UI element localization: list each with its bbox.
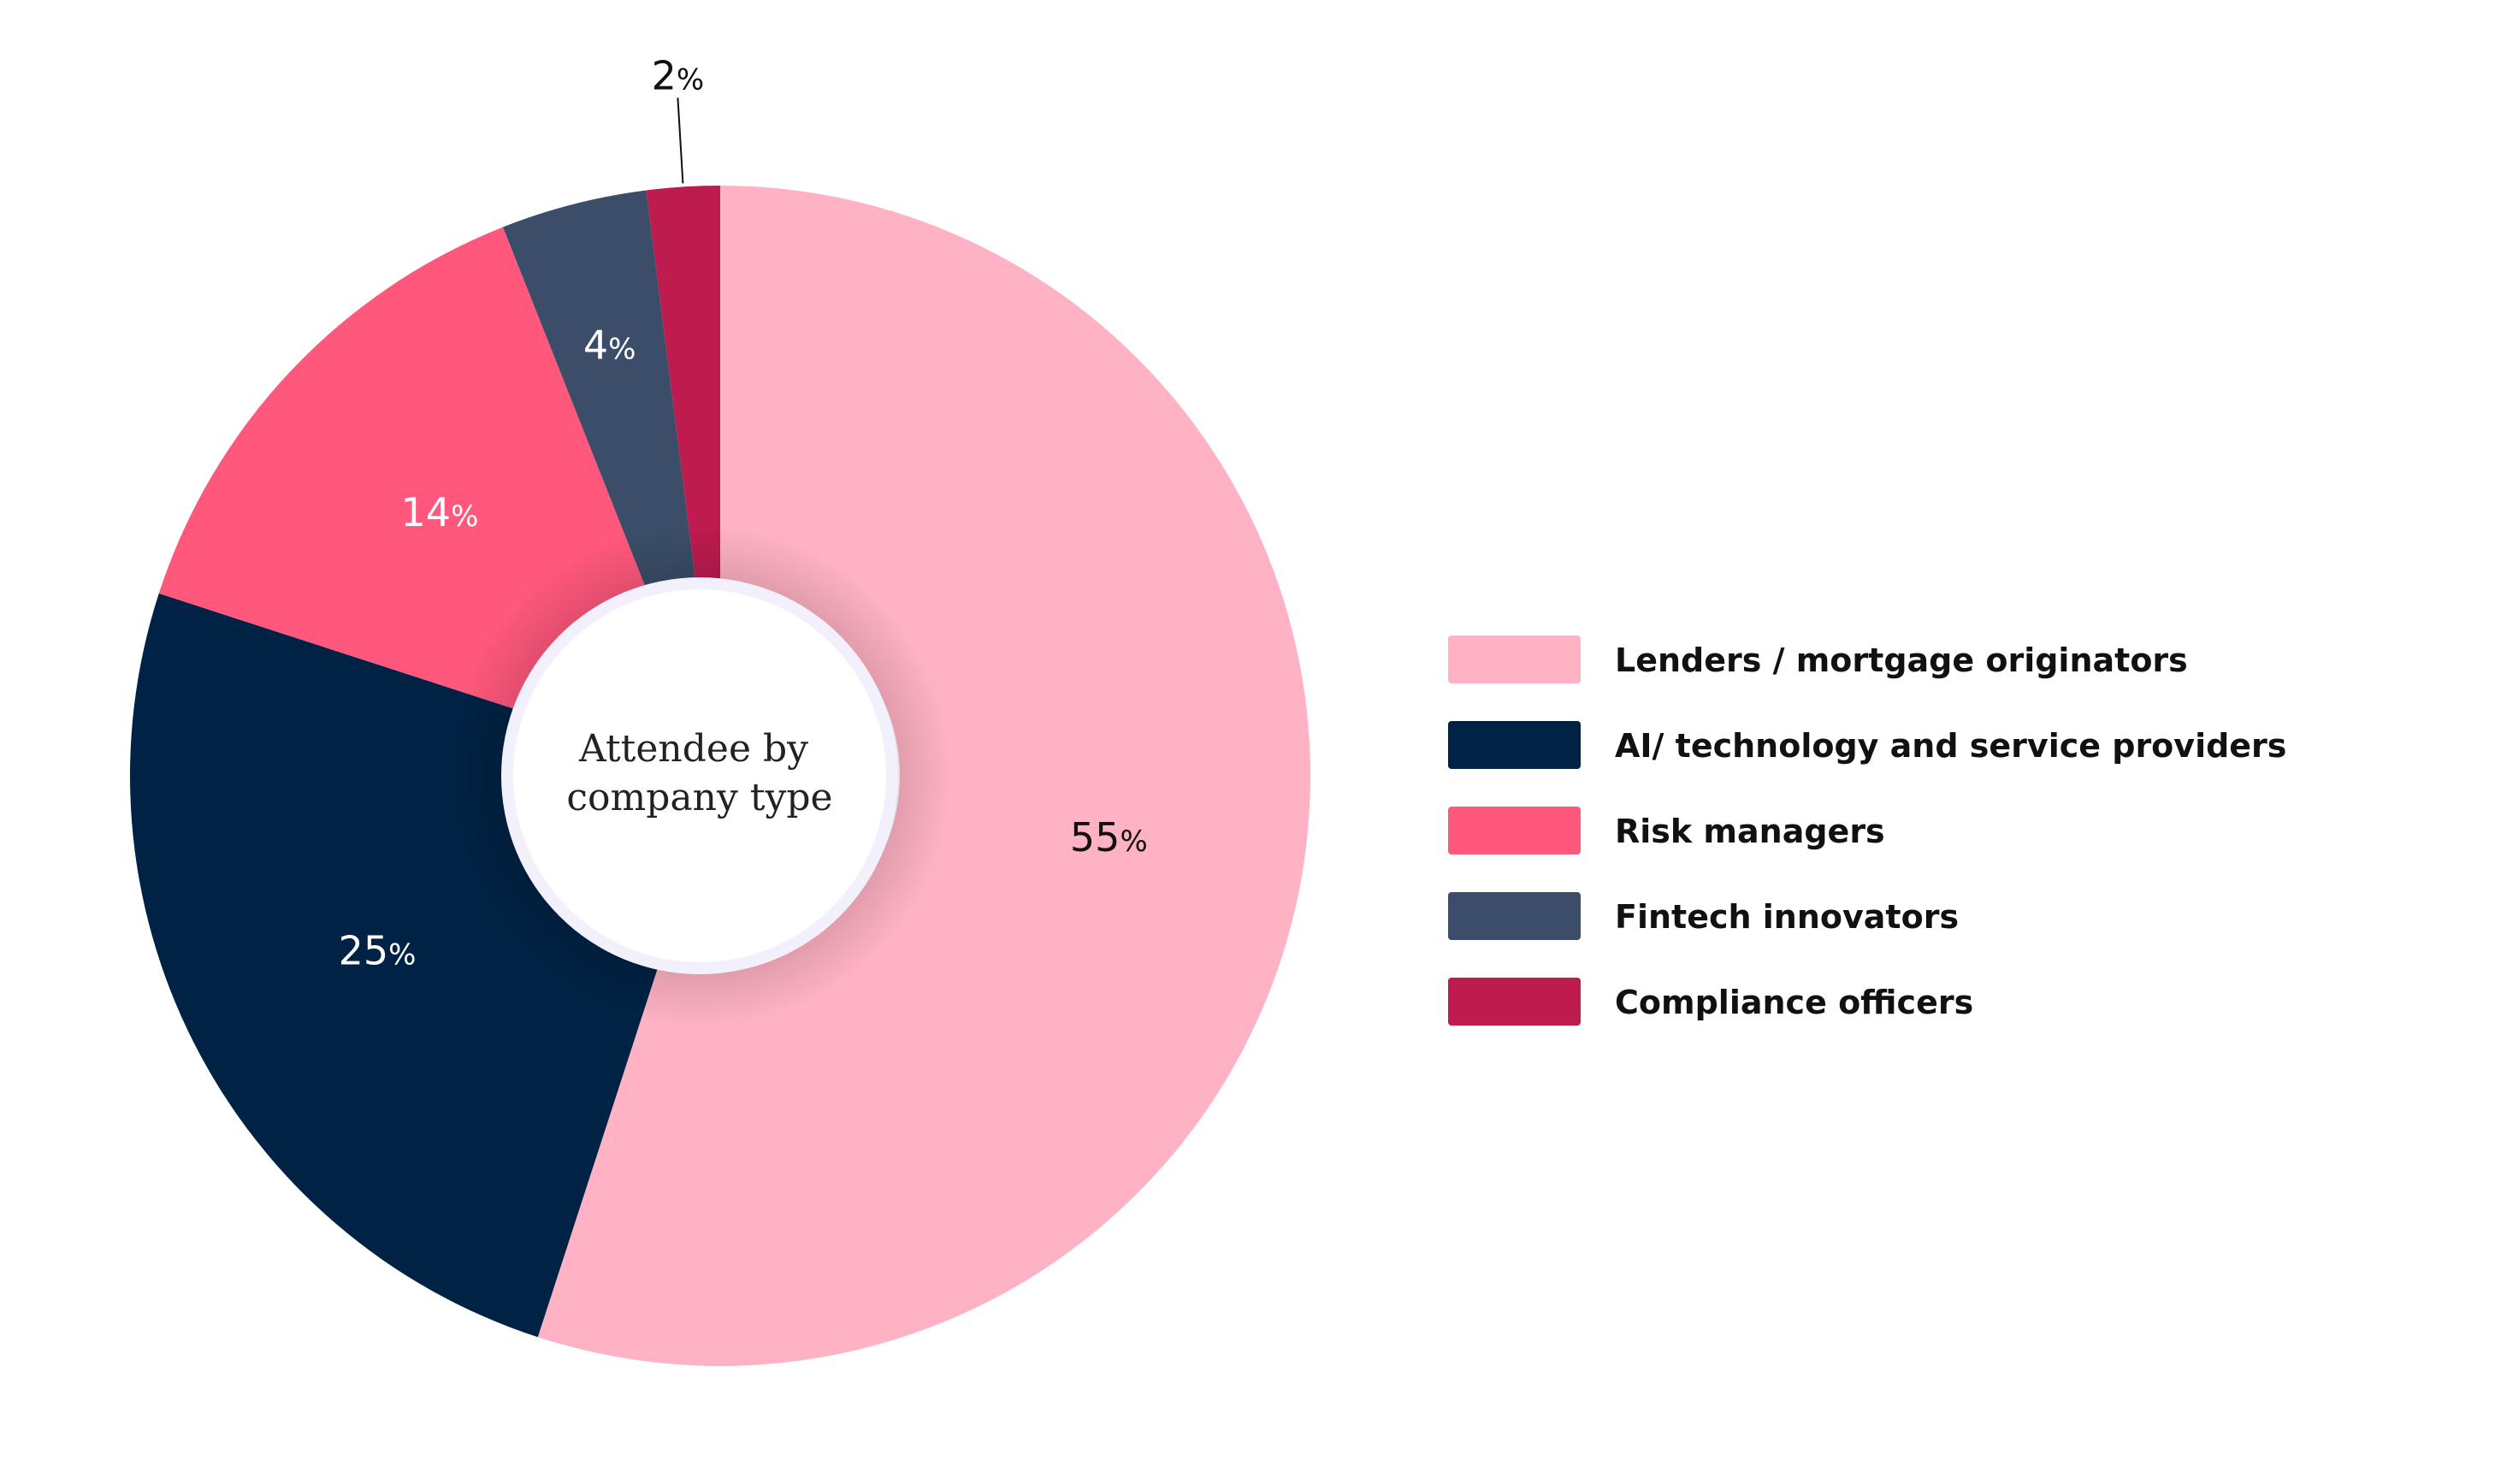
value-label-risk-managers: 14% <box>401 489 479 535</box>
slice-fintech-innovators <box>502 190 698 609</box>
legend: Lenders / mortgage originators AI/ techno… <box>1448 636 2286 1026</box>
legend-swatch <box>1448 892 1581 940</box>
legend-swatch <box>1448 978 1581 1026</box>
legend-item-risk-managers: Risk managers <box>1448 807 1885 854</box>
center-label-line-1: Attendee by <box>578 727 808 771</box>
legend-item-ai-technology-and-service-providers: AI/ technology and service providers <box>1448 721 2286 769</box>
legend-label: Lenders / mortgage originators <box>1615 641 2188 679</box>
legend-label: Compliance officers <box>1615 984 1973 1021</box>
value-label-compliance-officers: 2% <box>652 52 705 98</box>
legend-swatch <box>1448 721 1581 769</box>
legend-swatch <box>1448 636 1581 683</box>
legend-item-fintech-innovators: Fintech innovators <box>1448 892 1959 940</box>
legend-label: Risk managers <box>1615 813 1885 850</box>
value-label-lenders-mortgage-originators: 55% <box>1070 814 1148 860</box>
value-label-ai-technology-and-service-providers: 25% <box>339 927 417 973</box>
legend-label: Fintech innovators <box>1615 898 1959 936</box>
center-label: Attendee by company type <box>566 727 832 819</box>
center-label-line-2: company type <box>566 776 832 819</box>
donut-hole <box>513 589 886 962</box>
slice-compliance-officers <box>646 186 720 598</box>
legend-label: AI/ technology and service providers <box>1615 727 2286 765</box>
legend-item-lenders-mortgage-originators: Lenders / mortgage originators <box>1448 636 2188 683</box>
leader-line-compliance-officers <box>677 98 684 184</box>
legend-item-compliance-officers: Compliance officers <box>1448 978 1973 1026</box>
value-labels: 55% 25% 14% 4% 2% <box>339 52 1148 973</box>
legend-swatch <box>1448 807 1581 854</box>
value-label-fintech-innovators: 4% <box>583 322 636 368</box>
